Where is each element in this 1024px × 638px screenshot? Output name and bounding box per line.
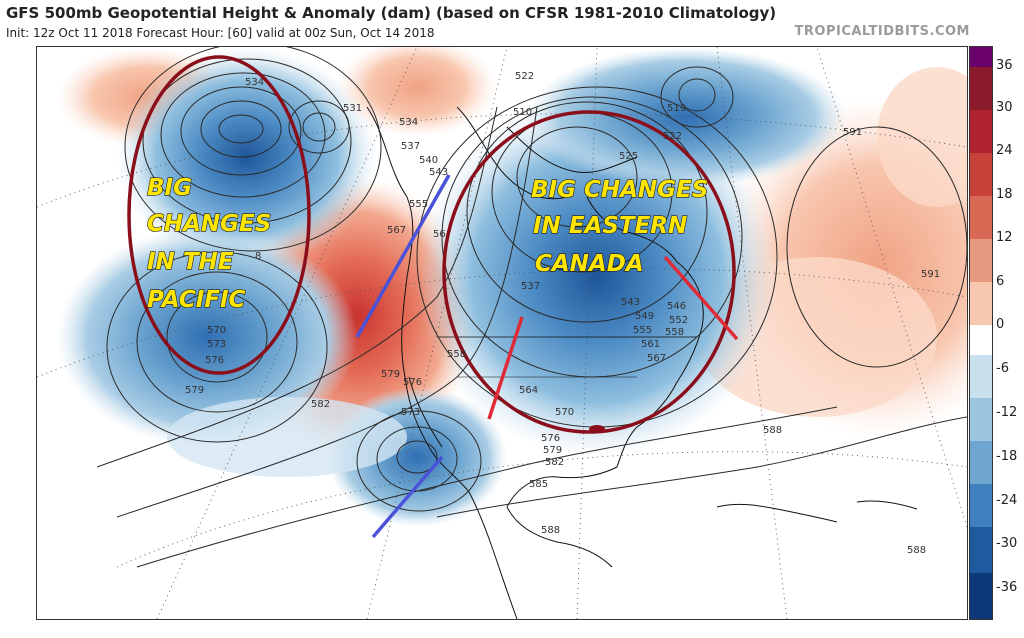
contour-label: 573 — [207, 339, 226, 350]
pacific-ellipse — [127, 55, 311, 375]
annotation-line: PACIFIC — [147, 287, 246, 313]
eastern-canada-annotation: BIG CHANGES IN EASTERN CANADA — [530, 176, 709, 277]
contour-label: 522 — [515, 71, 534, 82]
colorbar-tick-label: 36 — [996, 58, 1013, 73]
annotation-line: CHANGES — [147, 211, 271, 237]
colorbar-tick-label: -30 — [996, 536, 1018, 551]
colorbar-segment — [970, 325, 992, 355]
contour-label: 555 — [633, 325, 652, 336]
contour-label: 582 — [545, 457, 564, 468]
contour-label: 573 — [401, 407, 420, 418]
contour-label: 552 — [669, 315, 688, 326]
contour-label: 543 — [621, 297, 640, 308]
colorbar-tick-label: 18 — [996, 187, 1013, 202]
contour-label: 564 — [519, 385, 538, 396]
colorbar-segment — [970, 398, 992, 441]
contour-label: 543 — [429, 167, 448, 178]
contour-label: 531 — [343, 103, 362, 114]
contour-label: 567 — [387, 225, 406, 236]
contour-label: 510 — [513, 107, 532, 118]
contour-label: 591 — [843, 127, 862, 138]
anomaly-shading — [37, 47, 967, 619]
contour-label: 555 — [409, 199, 428, 210]
latlon-grid — [37, 47, 967, 619]
annotation-line: BIG — [147, 175, 192, 201]
map-panel: 534 531 534 537 540 543 555 567 56 522 5… — [36, 46, 968, 620]
annotation-line: CANADA — [535, 251, 644, 277]
contour-label: 582 — [311, 399, 330, 410]
contour-label: 522 — [663, 131, 682, 142]
site-credit: TROPICALTIDBITS.COM — [794, 24, 970, 39]
contour-label: 561 — [641, 339, 660, 350]
ellipse-knot — [589, 425, 605, 433]
colorbar-tick-label: 12 — [996, 230, 1013, 245]
contour-label: 558 — [447, 349, 466, 360]
contour-label: 537 — [521, 281, 540, 292]
red-axis-line-east — [663, 255, 739, 341]
contour-label: 519 — [667, 103, 686, 114]
map-canvas: 534 531 534 537 540 543 555 567 56 522 5… — [37, 47, 967, 619]
contour-label: 588 — [541, 525, 560, 536]
colorbar-tick-label: -24 — [996, 493, 1018, 508]
pacific-annotation: BIG CHANGES IN THE PACIFIC — [146, 174, 272, 313]
colorbar-segment — [970, 67, 992, 110]
colorbar-segment — [970, 153, 992, 196]
contour-label: 570 — [555, 407, 574, 418]
colorbar-segment — [970, 239, 992, 282]
trough-axis-line — [371, 455, 444, 539]
contour-label: 588 — [907, 545, 926, 556]
colorbar-segment — [970, 196, 992, 239]
colorbar-segment — [970, 527, 992, 573]
colorbar-tick-label: -6 — [996, 361, 1009, 376]
contour-label: 579 — [381, 369, 400, 380]
colorbar-tick-label: 6 — [996, 274, 1005, 289]
contour-label: 549 — [635, 311, 654, 322]
contour-label: 525 — [619, 151, 638, 162]
contour-label: 579 — [543, 445, 562, 456]
contour-label: 56 — [433, 229, 446, 240]
colorbar-segment — [970, 355, 992, 398]
contour-label: 558 — [665, 327, 684, 338]
chart-title: GFS 500mb Geopotential Height & Anomaly … — [6, 4, 777, 22]
colorbar-segment — [970, 282, 992, 325]
colorbar-segment — [970, 573, 992, 619]
ridge-axis-line — [355, 174, 451, 338]
contour-label: 576 — [403, 377, 422, 388]
contour-label: 591 — [921, 269, 940, 280]
colorbar-segment — [970, 441, 992, 484]
contour-labels: 534 531 534 537 540 543 555 567 56 522 5… — [185, 71, 940, 556]
contour-label: 585 — [529, 479, 548, 490]
contour-label: 546 — [667, 301, 686, 312]
contour-label: 576 — [205, 355, 224, 366]
contour-label: 8 — [255, 251, 261, 262]
annotation-line: IN EASTERN — [533, 213, 687, 239]
contour-label: 537 — [401, 141, 420, 152]
annotation-line: BIG CHANGES — [531, 177, 708, 203]
colorbar-tick-label: 24 — [996, 143, 1013, 158]
contour-label: 534 — [245, 77, 264, 88]
chart-subtitle: Init: 12z Oct 11 2018 Forecast Hour: [60… — [6, 26, 435, 40]
contour-label: 570 — [207, 325, 226, 336]
contour-label: 540 — [419, 155, 438, 166]
red-axis-line-west — [487, 316, 524, 420]
anomaly-colorbar — [969, 46, 993, 620]
colorbar-tick-label: 0 — [996, 317, 1005, 332]
colorbar-segment — [970, 110, 992, 153]
contour-label: 588 — [763, 425, 782, 436]
eastern-canada-ellipse — [442, 110, 736, 434]
contour-label: 534 — [399, 117, 418, 128]
colorbar-tick-label: -12 — [996, 405, 1018, 420]
colorbar-segment — [970, 484, 992, 527]
colorbar-tick-label: -18 — [996, 449, 1018, 464]
colorbar-segment — [970, 47, 992, 67]
annotation-line: IN THE — [147, 249, 234, 275]
contour-label: 579 — [185, 385, 204, 396]
contour-label: 576 — [541, 433, 560, 444]
height-contours — [96, 47, 967, 568]
contour-label: 567 — [647, 353, 666, 364]
colorbar-tick-label: 30 — [996, 100, 1013, 115]
colorbar-tick-label: -36 — [996, 580, 1018, 595]
coastlines — [366, 106, 918, 619]
